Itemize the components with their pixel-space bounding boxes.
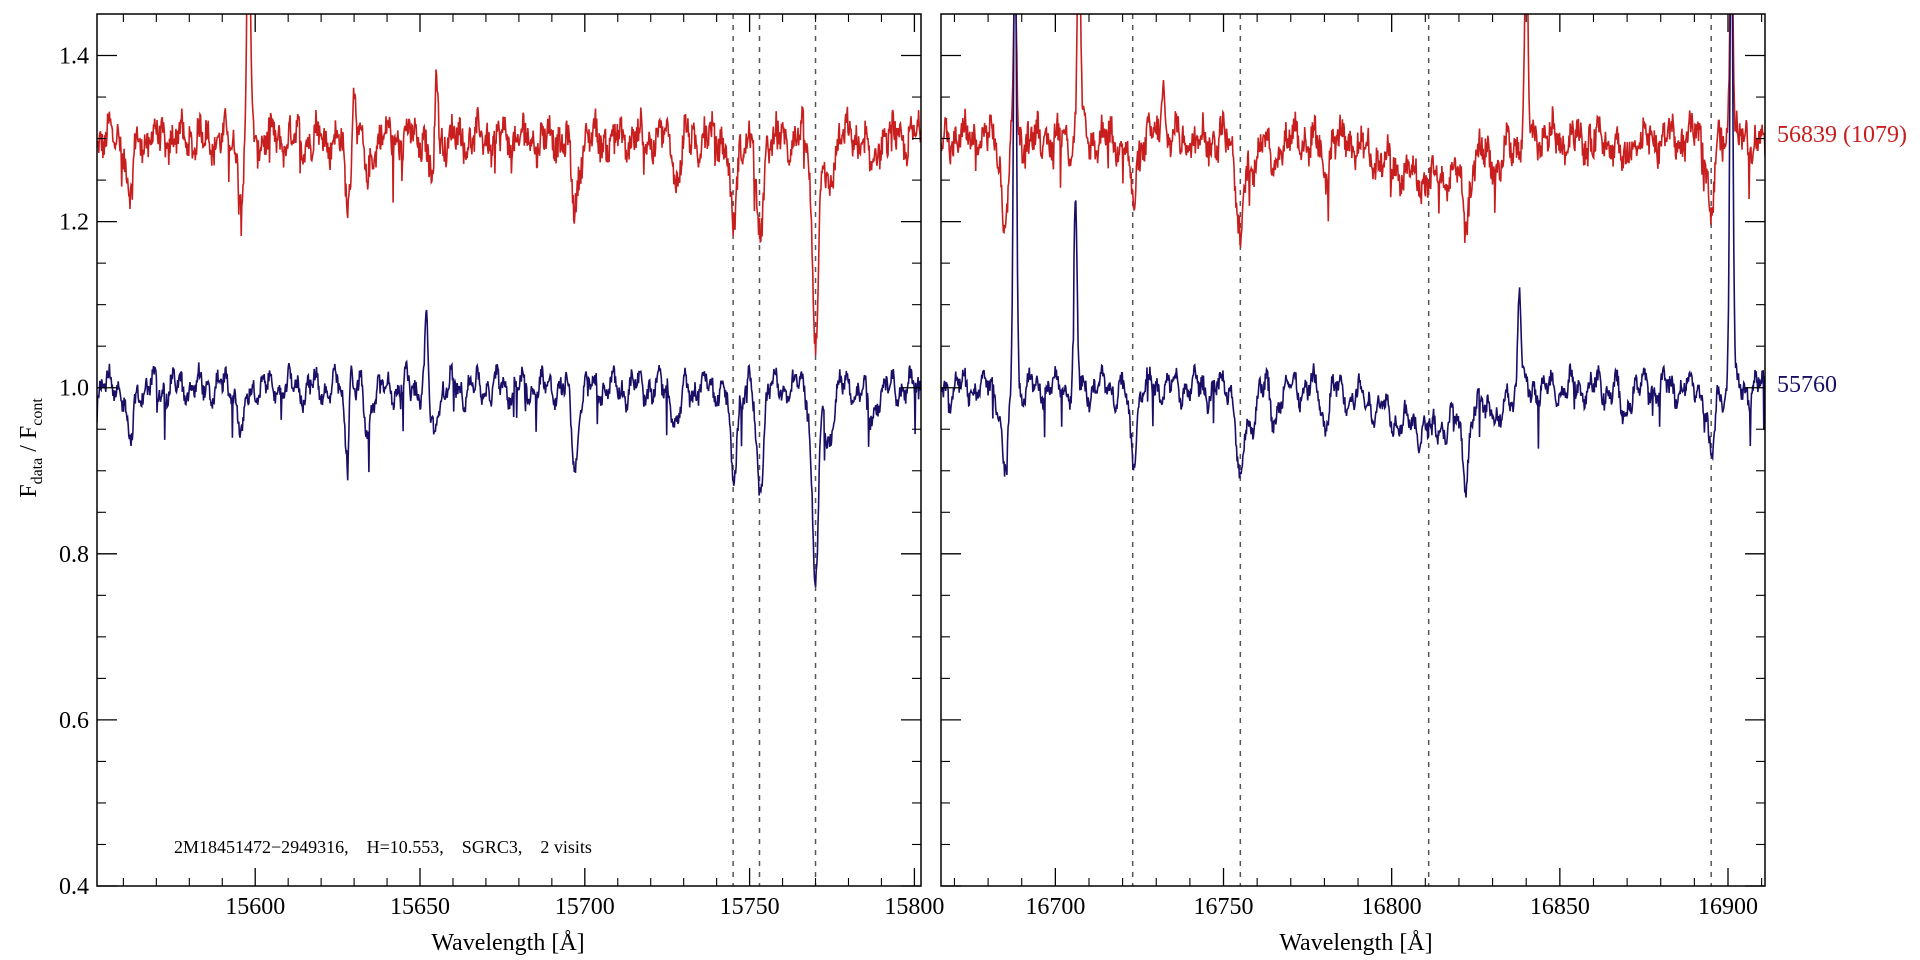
right-panel: 16700 16750 16800 16850 16900 bbox=[940, 13, 1766, 920]
x-axis-title-left: Wavelength [Å] bbox=[431, 930, 584, 956]
y-tick-label: 0.6 bbox=[59, 708, 89, 734]
spectrum-line-56839 bbox=[941, 14, 1765, 249]
x-axis-title-right: Wavelength [Å] bbox=[1279, 930, 1432, 956]
spectrum-line-55760 bbox=[97, 309, 921, 587]
y-tick-label: 0.4 bbox=[59, 874, 89, 900]
series-label-56839: 56839 (1079) bbox=[1777, 122, 1907, 148]
y-axis-title-sub1: data bbox=[29, 458, 46, 485]
x-tick-label: 16850 bbox=[1530, 894, 1590, 920]
x-tick-label: 16750 bbox=[1194, 894, 1254, 920]
plot-frame bbox=[96, 13, 922, 887]
x-tick-label: 15800 bbox=[884, 894, 944, 920]
left-panel: 15600 15650 15700 15750 15800 0.4 0.6 0.8 1.0 1.2… bbox=[59, 13, 944, 920]
x-tick-label: 15750 bbox=[720, 894, 780, 920]
x-tick-label: 15650 bbox=[390, 894, 450, 920]
star-info-annotation: 2M18451472−2949316, H=10.553, SGRC3, 2 v… bbox=[174, 837, 592, 857]
spectrum-line-56839 bbox=[97, 14, 921, 356]
x-tick-label: 16700 bbox=[1025, 894, 1085, 920]
x-tick-label: 16900 bbox=[1698, 894, 1758, 920]
y-tick-label: 1.0 bbox=[59, 376, 89, 402]
x-tick-label: 16800 bbox=[1362, 894, 1422, 920]
y-tick-label: 0.8 bbox=[59, 542, 89, 568]
y-tick-label: 1.4 bbox=[59, 44, 89, 70]
x-tick-label: 15700 bbox=[555, 894, 615, 920]
x-tick-label: 15600 bbox=[225, 894, 285, 920]
y-axis-title: Fdata / Fcont bbox=[16, 398, 46, 498]
plot-frame bbox=[940, 13, 1766, 887]
series-label-55760: 55760 bbox=[1777, 372, 1837, 398]
y-tick-label: 1.2 bbox=[59, 210, 89, 236]
spectrum-line-55760 bbox=[941, 14, 1765, 498]
